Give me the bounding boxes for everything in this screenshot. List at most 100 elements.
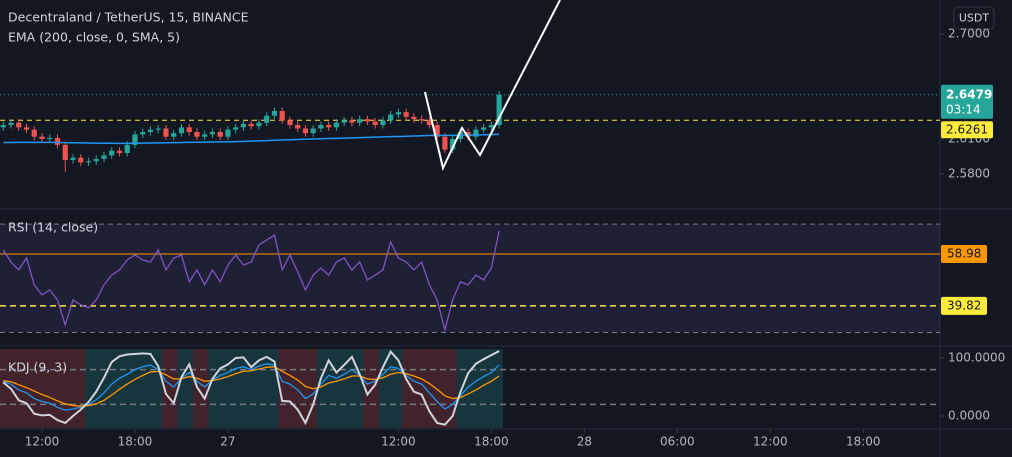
signal-shading (293, 349, 302, 428)
signal-shading (286, 349, 294, 428)
signal-shading (255, 349, 263, 428)
candle-body (287, 120, 293, 126)
candle-body (349, 120, 355, 123)
candle-body (419, 119, 425, 121)
candle-body (395, 112, 402, 115)
candle-body (47, 137, 53, 140)
signal-shading (417, 349, 426, 428)
signal-shading (410, 349, 418, 428)
candle-body (116, 150, 123, 154)
signal-shading (76, 349, 85, 428)
signal-shading (69, 349, 77, 428)
signal-shading (262, 349, 271, 428)
candle-body (264, 115, 270, 123)
candle-body (357, 119, 363, 123)
candle-body (341, 120, 347, 123)
candle-body (23, 127, 30, 130)
indicator-line (2, 349, 500, 426)
level-label: 58.98 (947, 246, 981, 260)
candle-body (217, 132, 223, 137)
candle-body (0, 125, 6, 128)
signal-shading (45, 349, 54, 428)
signal-shading (472, 349, 480, 428)
level-box (941, 244, 987, 263)
level-label: 39.82 (947, 298, 981, 312)
signal-shading (200, 349, 209, 428)
band-fill (0, 224, 940, 333)
signal-shading (348, 349, 356, 428)
x-tick-label: 18:00 (846, 435, 881, 449)
candle-body (147, 129, 154, 133)
signal-shading (464, 349, 473, 428)
y-tick-label: 2.5800 (948, 167, 990, 181)
x-tick-label: 28 (577, 435, 592, 449)
candle-body (403, 112, 409, 117)
x-tick-label: 18:00 (474, 435, 509, 449)
candle-body (78, 157, 84, 163)
candle-body (488, 125, 494, 128)
candle-body (225, 129, 231, 137)
currency-label[interactable]: USDT (959, 12, 990, 25)
level-box (941, 296, 987, 315)
signal-shading (154, 349, 163, 428)
signal-shading (185, 349, 194, 428)
signal-shading (278, 349, 287, 428)
signal-shading (340, 349, 349, 428)
candle-body (450, 139, 456, 150)
candle-body (171, 133, 177, 137)
signal-shading (301, 349, 310, 428)
candle-body (240, 123, 247, 128)
signal-shading (0, 349, 8, 428)
signal-shading (107, 349, 116, 428)
candle-body (140, 132, 146, 135)
price-line-label: 2.6261 (946, 123, 988, 137)
signal-shading (379, 349, 387, 428)
signal-shading (92, 349, 101, 428)
indicator-line (2, 230, 500, 333)
candle-body (271, 111, 278, 116)
signal-shading (146, 349, 155, 428)
signal-shading (479, 349, 488, 428)
candle-body (39, 136, 45, 140)
signal-shading (324, 349, 333, 428)
indicator-legend: EMA (200, close, 0, SMA, 5) (8, 30, 180, 45)
last-price-label: 2.6479 (946, 87, 992, 101)
y-tick-label: 0.0000 (948, 408, 990, 422)
signal-shading (30, 349, 39, 428)
candle-body (473, 129, 479, 137)
signal-shading (123, 349, 132, 428)
signal-shading (22, 349, 31, 428)
signal-shading (138, 349, 147, 428)
candle-body (8, 122, 14, 126)
candle-body (310, 128, 316, 134)
signal-shading (386, 349, 395, 428)
signal-shading (177, 349, 186, 428)
signal-shading (332, 349, 341, 428)
signal-shading (402, 349, 411, 428)
x-tick-label: 06:00 (660, 435, 695, 449)
currency-button[interactable] (953, 6, 995, 30)
price-line-box (941, 121, 993, 139)
candle-body (256, 122, 262, 127)
plot-area (0, 91, 940, 428)
candle-body (155, 128, 161, 130)
signal-shading (115, 349, 124, 428)
candle-body (209, 132, 216, 135)
signal-shading (231, 349, 240, 428)
signal-shading (14, 349, 23, 428)
candle-body (388, 114, 394, 121)
signal-shading (371, 349, 380, 428)
indicator-legend: RSI (14, close) (8, 220, 98, 235)
candle-body (302, 128, 309, 134)
candle-body (333, 122, 340, 128)
signal-shading (363, 349, 372, 428)
candle-body (279, 111, 285, 121)
x-tick-label: 12:00 (25, 435, 60, 449)
symbol-title: Decentraland / TetherUS, 15, BINANCE (8, 10, 249, 25)
signal-shading (247, 349, 256, 428)
indicator-line (3, 133, 500, 145)
candle-body (93, 158, 99, 162)
signal-shading (394, 349, 403, 428)
signal-shading (441, 349, 449, 428)
